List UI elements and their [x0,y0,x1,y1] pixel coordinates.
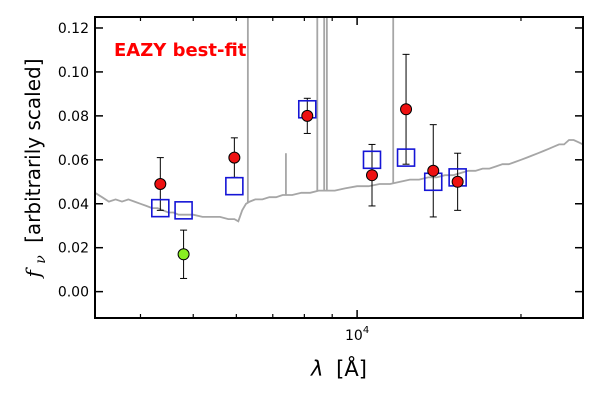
model-flux-square [225,176,244,196]
observed-flux-point [301,109,314,122]
model-flux-square [174,201,193,220]
x-tick-label-base: 10 [345,328,363,344]
axes-layer: 0.00 0.02 0.04 0.06 0.08 0.10 0.12 104 [58,16,584,344]
model-flux-square [362,150,382,170]
y-tick-label: 0.10 [58,65,89,81]
observed-flux-point [451,175,464,188]
y-tick-label: 0.12 [58,21,89,37]
x-tick-label: 104 [345,325,369,344]
y-tick-label: 0.08 [58,109,89,125]
y-axis-label-text: [arbitrarily scaled] [21,58,45,242]
model-point-layer [151,99,467,220]
y-tick-label: 0.02 [58,241,89,257]
y-axis-label: f ν [arbitrarily scaled] [21,58,50,279]
y-tick-label: 0.04 [58,197,89,213]
error-bar-layer [156,53,462,279]
model-flux-square [151,198,170,218]
model-flux-square [396,148,416,167]
observed-flux-point [365,169,378,182]
x-axis-label-unit: [Å] [336,355,367,381]
observed-flux-point [228,151,241,164]
template-layer [94,17,584,223]
observed-flux-point [400,103,413,116]
x-axis-label-symbol: λ [310,357,323,381]
y-axis-label-subscript: ν [33,255,49,264]
x-tick-label-exponent: 4 [363,325,369,336]
observed-flux-point [427,164,440,177]
y-tick-label: 0.06 [58,153,89,169]
y-axis-label-symbol: f [21,267,45,280]
template-continuum [94,139,584,223]
observed-flux-point [177,248,190,261]
y-tick-label: 0.00 [58,285,89,301]
chart-annotation: EAZY best-fit [114,40,247,61]
observed-flux-point [154,177,167,190]
observed-point-layer [154,103,464,261]
x-axis-label: λ [Å] [310,355,367,381]
axes-frame [94,16,584,319]
